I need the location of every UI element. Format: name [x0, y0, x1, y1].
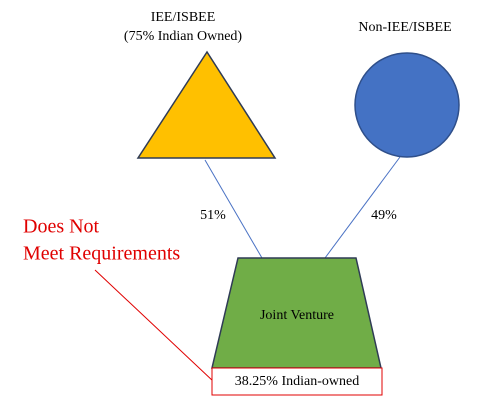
result-label: 38.25% Indian-owned — [235, 374, 359, 389]
annotation: Does Not — [23, 216, 100, 238]
node-sublabel: (75% Indian Owned) — [124, 29, 243, 44]
node-label: Joint Venture — [260, 308, 334, 323]
callout-line — [94, 269, 215, 383]
connector — [324, 156, 401, 259]
node-label: IEE/ISBEE — [151, 10, 216, 25]
annotation: Meet Requirements — [23, 243, 180, 265]
iee-triangle — [136, 50, 277, 159]
node-label: Non-IEE/ISBEE — [358, 20, 451, 35]
edge-label: 49% — [371, 208, 397, 223]
non-iee-circle — [354, 52, 460, 158]
edge-label: 51% — [200, 208, 226, 223]
result-box — [211, 367, 383, 396]
connector — [204, 159, 263, 259]
